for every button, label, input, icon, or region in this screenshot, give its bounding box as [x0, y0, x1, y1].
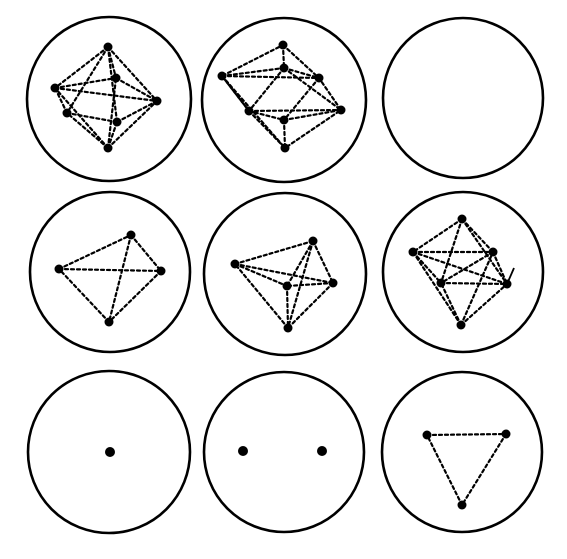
panel-2-edges [220, 43, 343, 150]
panel-7 [26, 369, 192, 535]
panel-4-edges [57, 233, 163, 324]
panel-3-circle [381, 16, 545, 180]
panel-4 [28, 190, 192, 354]
panel-2-circle [200, 16, 368, 184]
panel-6-edges [411, 217, 515, 327]
panel-1-vertices [50, 42, 162, 153]
panel-6-vertices [408, 214, 512, 330]
panel-8 [202, 370, 366, 534]
panel-6-circle [381, 190, 545, 354]
panel-2-vertices [217, 40, 346, 153]
panel-3 [381, 16, 545, 180]
panel-7-vertex [105, 447, 115, 457]
panel-5-circle [202, 191, 368, 357]
panel-9-vertices [422, 429, 511, 510]
panel-4-vertices [54, 230, 166, 327]
panel-8-vertex-right [317, 446, 327, 456]
panel-5-vertices [230, 236, 338, 333]
panel-2 [200, 16, 368, 184]
panel-8-vertex-left [238, 446, 248, 456]
panel-9-edges [425, 432, 508, 507]
panel-5-edges [233, 239, 335, 330]
panel-7-circle [26, 369, 192, 535]
panel-5 [202, 191, 368, 357]
panel-1-circle [25, 15, 193, 183]
panel-9 [380, 370, 544, 534]
panel-1 [25, 15, 193, 183]
panel-9-circle [380, 370, 544, 534]
panel-4-circle [28, 190, 192, 354]
panel-6 [381, 190, 545, 354]
panel-8-circle [202, 370, 366, 534]
panel-1-edges [53, 45, 159, 150]
